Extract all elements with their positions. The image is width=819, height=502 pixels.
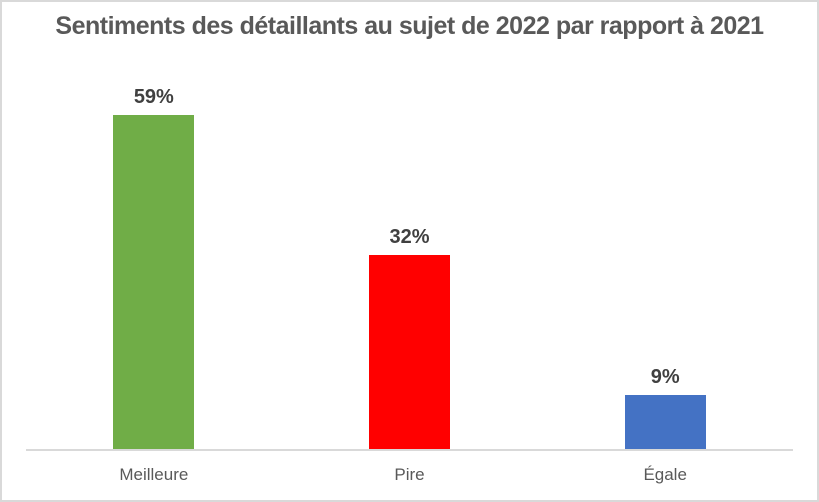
bar bbox=[624, 395, 706, 449]
bar bbox=[113, 115, 195, 449]
bar-group-1: 59% bbox=[26, 86, 282, 449]
x-axis-labels: Meilleure Pire Égale bbox=[26, 451, 793, 485]
bar-group-3: 9% bbox=[537, 86, 793, 449]
data-label: 59% bbox=[133, 86, 174, 108]
chart-title: Sentiments des détaillants au sujet de 2… bbox=[55, 12, 764, 40]
data-label: 32% bbox=[389, 226, 430, 248]
category-label: Égale bbox=[643, 465, 687, 484]
bar bbox=[369, 255, 450, 449]
category-label: Pire bbox=[394, 465, 425, 484]
plot-area: 59% 32% 9% bbox=[26, 86, 793, 451]
bar-group-2: 32% bbox=[282, 86, 538, 449]
data-label: 9% bbox=[650, 366, 680, 388]
category-label: Meilleure bbox=[119, 465, 189, 484]
